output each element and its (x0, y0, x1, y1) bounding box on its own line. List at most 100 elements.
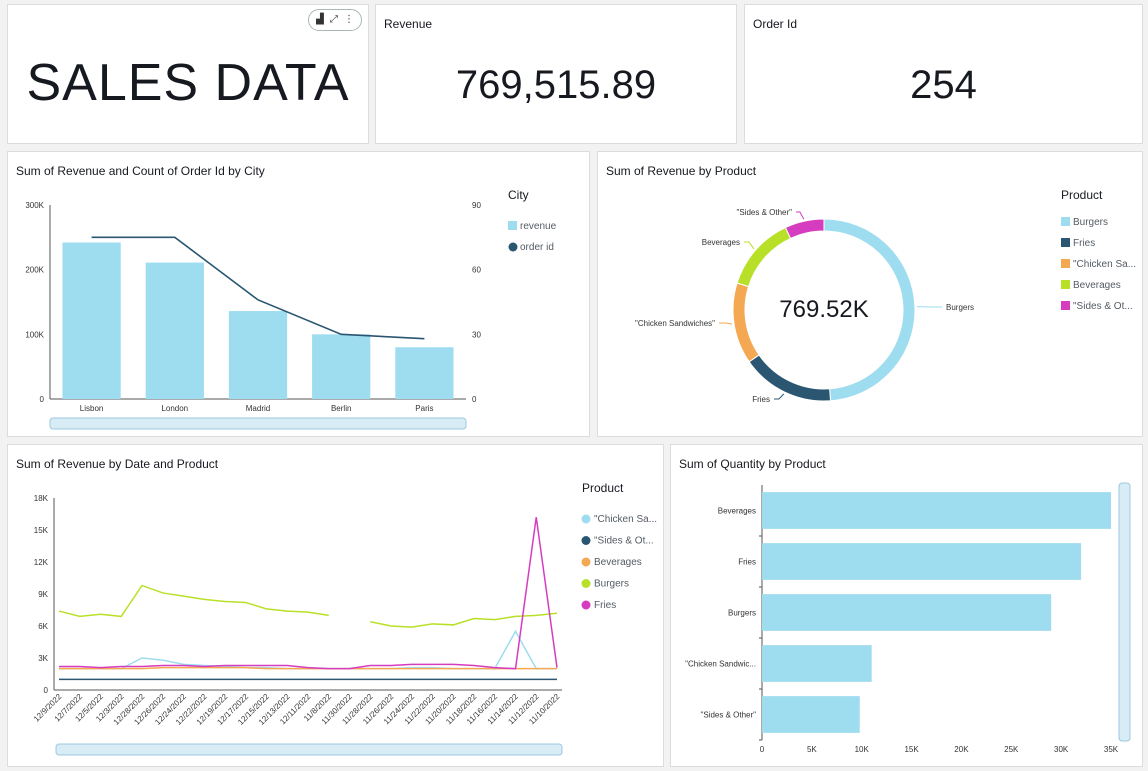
qty-category-label: Burgers (728, 609, 756, 618)
legend-order-id-label[interactable]: order id (520, 242, 554, 253)
legend-revenue-swatch (508, 221, 517, 230)
date-legend-label[interactable]: Burgers (594, 579, 629, 590)
city-x-tick: Madrid (246, 404, 270, 413)
visual-toolbar[interactable]: ▟ ⤢ ⋮ (308, 9, 362, 31)
date-legend-label[interactable]: Beverages (594, 557, 642, 568)
city-x-tick: London (161, 404, 188, 413)
quantity-bar (762, 645, 872, 682)
chart-type-icon[interactable]: ▟ (316, 14, 324, 25)
qty-x-tick: 0 (760, 745, 765, 754)
date-legend-swatch (581, 536, 591, 545)
date-series-line (370, 612, 558, 628)
quantity-bar (762, 594, 1052, 631)
quantity-scrollbar[interactable] (1118, 482, 1131, 742)
date-scrollbar[interactable] (55, 743, 563, 756)
qty-x-tick: 25K (1004, 745, 1019, 754)
revenue-bar (145, 262, 204, 399)
date-chart[interactable]: Product 18K15K12K9K6K3K012/9/202212/7/20… (8, 445, 663, 766)
more-options-icon[interactable]: ⋮ (343, 14, 354, 25)
donut-slice (784, 218, 825, 240)
donut-leader-line (774, 393, 785, 400)
date-legend-label[interactable]: "Sides & Ot... (594, 536, 654, 547)
date-legend-swatch (581, 514, 591, 524)
city-x-tick: Paris (415, 404, 433, 413)
qty-category-label: "Chicken Sandwic... (685, 660, 756, 669)
quantity-chart-title: Sum of Quantity by Product (679, 457, 826, 471)
city-x-tick: Lisbon (80, 404, 104, 413)
donut-legend-label[interactable]: Beverages (1073, 280, 1121, 291)
donut-legend-title: Product (1061, 188, 1103, 202)
qty-category-label: Beverages (718, 507, 756, 516)
title-card: ▟ ⤢ ⋮ SALES DATA (7, 4, 369, 144)
donut-legend-swatch (1061, 238, 1070, 247)
donut-slice-label: Beverages (702, 238, 740, 247)
product-donut-card[interactable]: Sum of Revenue by Product 769.52K Produc… (597, 151, 1143, 437)
qty-x-tick: 15K (904, 745, 919, 754)
date-y-tick: 3K (38, 654, 48, 663)
donut-legend-swatch (1061, 259, 1070, 268)
qty-x-tick: 5K (807, 745, 817, 754)
dashboard-title: SALES DATA (26, 54, 350, 112)
donut-slice-label: Fries (752, 395, 770, 404)
date-series-line (59, 517, 558, 670)
donut-legend-swatch (1061, 280, 1070, 289)
donut-legend-label[interactable]: "Chicken Sa... (1073, 259, 1136, 270)
city-right-tick: 30 (472, 330, 481, 339)
donut-legend-label[interactable]: "Sides & Ot... (1073, 301, 1133, 312)
donut-slice (736, 226, 792, 288)
kpi-revenue-value: 769,515.89 (455, 63, 657, 107)
city-right-tick: 0 (472, 395, 477, 404)
date-legend-label[interactable]: Fries (594, 600, 616, 611)
city-chart[interactable]: City revenue order id 300K 200K 100K 0 90 60 3… (8, 152, 589, 436)
date-legend-swatch (581, 579, 591, 588)
city-left-tick: 100K (25, 330, 44, 339)
date-y-tick: 12K (34, 558, 49, 567)
revenue-bar (312, 334, 371, 399)
donut-legend-label[interactable]: Burgers (1073, 217, 1108, 228)
donut-legend-swatch (1061, 217, 1070, 226)
kpi-revenue-label: Revenue (384, 17, 433, 31)
city-legend-title: City (508, 188, 529, 202)
quantity-bar (762, 543, 1082, 580)
product-donut-chart[interactable]: 769.52K Product Burgers Fries "Chicken San… (598, 152, 1142, 436)
quantity-bar (762, 696, 860, 733)
donut-leader-line (796, 211, 805, 220)
city-chart-card[interactable]: Sum of Revenue and Count of Order Id by … (7, 151, 590, 437)
donut-leader-line (719, 322, 733, 325)
kpi-order-id-card[interactable]: Order Id 254 (744, 4, 1143, 144)
kpi-revenue-card[interactable]: Revenue 769,515.89 (375, 4, 737, 144)
donut-center-label: 769.52K (779, 296, 868, 323)
date-legend-swatch (581, 600, 591, 610)
donut-legend-swatch (1061, 301, 1070, 310)
legend-revenue-label[interactable]: revenue (520, 221, 557, 232)
quantity-chart-card[interactable]: Sum of Quantity by Product 0 5K 10K 15K 20K 2… (670, 444, 1143, 767)
city-chart-title: Sum of Revenue and Count of Order Id by … (16, 164, 265, 178)
quantity-chart[interactable]: 0 5K 10K 15K 20K 25K 30K 35K Beverages Fries Burge… (671, 445, 1142, 766)
kpi-order-id-label: Order Id (753, 17, 798, 31)
revenue-bar (62, 242, 121, 399)
city-x-tick: Berlin (331, 404, 351, 413)
revenue-bar (395, 347, 454, 399)
date-y-tick: 9K (38, 590, 48, 599)
date-series-line (59, 666, 557, 670)
donut-slice-label: "Sides & Other" (737, 208, 793, 217)
date-legend-swatch (581, 557, 591, 567)
city-left-tick: 0 (40, 395, 45, 404)
date-chart-card[interactable]: Sum of Revenue by Date and Product Produ… (7, 444, 664, 767)
donut-slice-label: Burgers (946, 303, 974, 312)
qty-category-label: "Sides & Other" (701, 711, 757, 720)
expand-icon[interactable]: ⤢ (329, 14, 338, 25)
donut-slice-label: "Chicken Sandwiches" (635, 319, 715, 328)
date-y-tick: 6K (38, 622, 48, 631)
qty-x-tick: 10K (855, 745, 870, 754)
city-scrollbar[interactable] (49, 417, 467, 430)
date-legend-label[interactable]: "Chicken Sa... (594, 514, 657, 525)
date-series-line (59, 629, 557, 670)
city-left-tick: 300K (25, 201, 44, 210)
date-y-tick: 15K (34, 526, 49, 535)
date-series-line (58, 584, 329, 618)
donut-legend-label[interactable]: Fries (1073, 238, 1095, 249)
city-left-tick: 200K (25, 266, 44, 275)
legend-order-id-swatch (508, 242, 518, 252)
qty-category-label: Fries (738, 558, 756, 567)
